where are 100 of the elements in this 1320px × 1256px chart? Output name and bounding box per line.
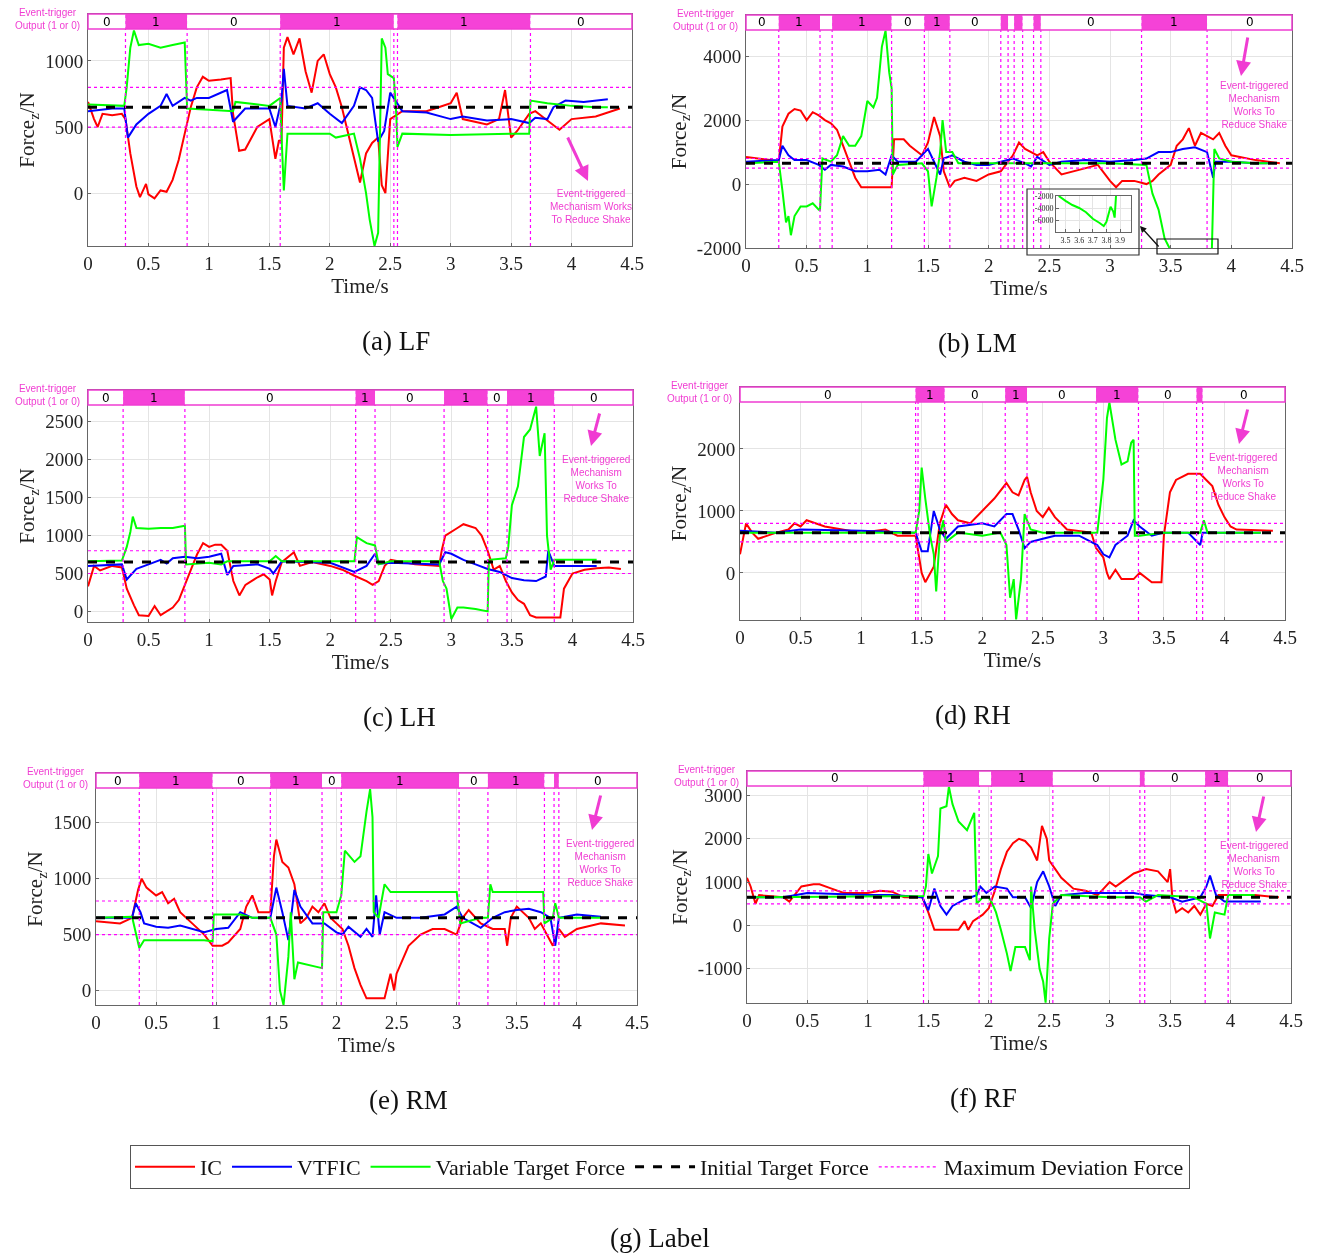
line-series <box>1057 196 1117 227</box>
legend-label: Initial Target Force <box>700 1155 869 1181</box>
x-tick-label: 3 <box>1104 1009 1115 1031</box>
x-tick-label: 2.5 <box>378 628 403 650</box>
text: (g) Label <box>610 1223 710 1253</box>
band-label: 1 <box>512 774 520 788</box>
legend-label: Maximum Deviation Force <box>943 1155 1184 1181</box>
x-tick-label: 3.5 <box>1158 1009 1182 1031</box>
y-tick-label: 0 <box>732 915 743 937</box>
annotation: Event-triggered Mechanism Works To Reduce Shake <box>550 188 633 225</box>
y-tick-label: 0 <box>731 173 742 195</box>
band-label: 0 <box>230 15 238 29</box>
band-label: 0 <box>590 391 598 405</box>
band-label: 1 <box>361 391 369 405</box>
x-tick-label: 3.5 <box>1060 235 1071 245</box>
annotation: Event-triggered Mechanism Works To Reduce Shake <box>566 838 635 888</box>
band-label: 0 <box>103 15 111 29</box>
text: (b) LM <box>938 328 1017 358</box>
x-tick-label: 1.5 <box>257 628 282 650</box>
band-label: 0 <box>237 774 245 788</box>
band-label: 0 <box>1246 15 1254 29</box>
x-tick-label: 0.5 <box>144 1011 168 1033</box>
x-tick-label: 1 <box>856 626 866 648</box>
legend-label: VTFIC <box>297 1155 361 1181</box>
band-label: 0 <box>328 774 336 788</box>
x-tick-label: 1.5 <box>909 626 934 648</box>
x-tick-label: 2.5 <box>1037 1009 1062 1031</box>
x-axis-title: Time/s <box>331 649 390 674</box>
band-label: 1 <box>1170 15 1178 29</box>
band-label: 1 <box>1012 388 1020 402</box>
y-tick-label: 0 <box>725 562 736 584</box>
text: (f) RF <box>950 1083 1017 1113</box>
x-tick-label: 2 <box>983 254 994 276</box>
x-tick-label: 2.5 <box>1030 626 1055 648</box>
band-label: 1 <box>333 15 341 29</box>
x-tick-label: 1.5 <box>257 252 282 274</box>
x-tick-label: 2 <box>325 628 335 650</box>
x-tick-label: 4.5 <box>1280 254 1304 276</box>
x-tick-label: 1.5 <box>264 1011 289 1033</box>
band-label: 1 <box>462 391 470 405</box>
band-label: 0 <box>493 391 501 405</box>
band-label: 1 <box>795 15 803 29</box>
band-label: 0 <box>971 388 979 402</box>
band-label: 1 <box>460 15 468 29</box>
y-tick-label: 0 <box>73 601 84 623</box>
y-tick-label: -4000 <box>1034 203 1054 213</box>
y-tick-label: 1000 <box>697 500 736 522</box>
x-tick-label: 1 <box>211 1011 221 1033</box>
y-tick-label: 0 <box>73 182 84 204</box>
band-label: 0 <box>971 15 979 29</box>
x-axis-title: Time/s <box>337 1032 396 1057</box>
x-axis-title: Time/s <box>331 273 389 298</box>
text: Event-trigger Output (1 or 0) <box>15 7 81 31</box>
band-label: 0 <box>470 774 478 788</box>
y-tick-label: -2000 <box>1034 191 1054 201</box>
band-label: 0 <box>114 774 122 788</box>
x-tick-label: 4.5 <box>625 1011 649 1033</box>
x-tick-label: 2 <box>984 1009 994 1031</box>
x-tick-label: 4 <box>572 1011 583 1033</box>
x-tick-label: 0.5 <box>788 626 813 648</box>
band-label: 0 <box>594 774 602 788</box>
x-tick-label: 3.6 <box>1074 235 1085 245</box>
band-label: 0 <box>831 771 839 785</box>
text: Event-trigger Output (1 or 0) <box>23 766 89 790</box>
band-label: 0 <box>1171 771 1179 785</box>
y-tick-label: 500 <box>62 924 92 946</box>
band-label: 1 <box>858 15 866 29</box>
annotation: Event-triggered Mechanism Works To Reduce Shake <box>1220 80 1289 130</box>
band-label: 0 <box>1164 388 1172 402</box>
band-label: 0 <box>1087 15 1095 29</box>
x-axis-title: Time/s <box>983 647 1042 672</box>
x-tick-label: 3.5 <box>500 628 524 650</box>
y-tick-label: 1000 <box>45 525 84 547</box>
x-tick-label: 1 <box>204 628 214 650</box>
x-tick-label: 0.5 <box>136 628 161 650</box>
band-label: 1 <box>933 15 941 29</box>
x-tick-label: 4 <box>1226 254 1237 276</box>
x-tick-label: 4.5 <box>1273 626 1297 648</box>
y-tick-label: 0 <box>81 980 92 1002</box>
x-tick-label: 3.5 <box>1152 626 1176 648</box>
band-label: 1 <box>926 388 934 402</box>
x-axis-title: Time/s <box>990 275 1048 300</box>
x-tick-label: 2 <box>325 252 335 274</box>
x-tick-label: 1 <box>863 1009 873 1031</box>
x-tick-label: 3.5 <box>499 252 523 274</box>
x-tick-label: 3.5 <box>504 1011 529 1033</box>
band-label: 1 <box>152 15 160 29</box>
text: Event-trigger Output (1 or 0) <box>667 380 733 404</box>
band-label: 1 <box>947 771 955 785</box>
band-label: 1 <box>172 774 180 788</box>
x-tick-label: 3 <box>1105 254 1115 276</box>
line-series <box>88 67 609 143</box>
text: (e) RM <box>369 1085 448 1115</box>
line-series <box>88 523 622 619</box>
x-tick-label: 0.5 <box>794 254 819 276</box>
x-tick-label: 3 <box>446 628 457 650</box>
y-tick-label: -2000 <box>696 237 742 259</box>
x-tick-label: 3 <box>451 1011 462 1033</box>
x-tick-label: 1.5 <box>916 254 940 276</box>
x-tick-label: 1 <box>862 254 873 276</box>
